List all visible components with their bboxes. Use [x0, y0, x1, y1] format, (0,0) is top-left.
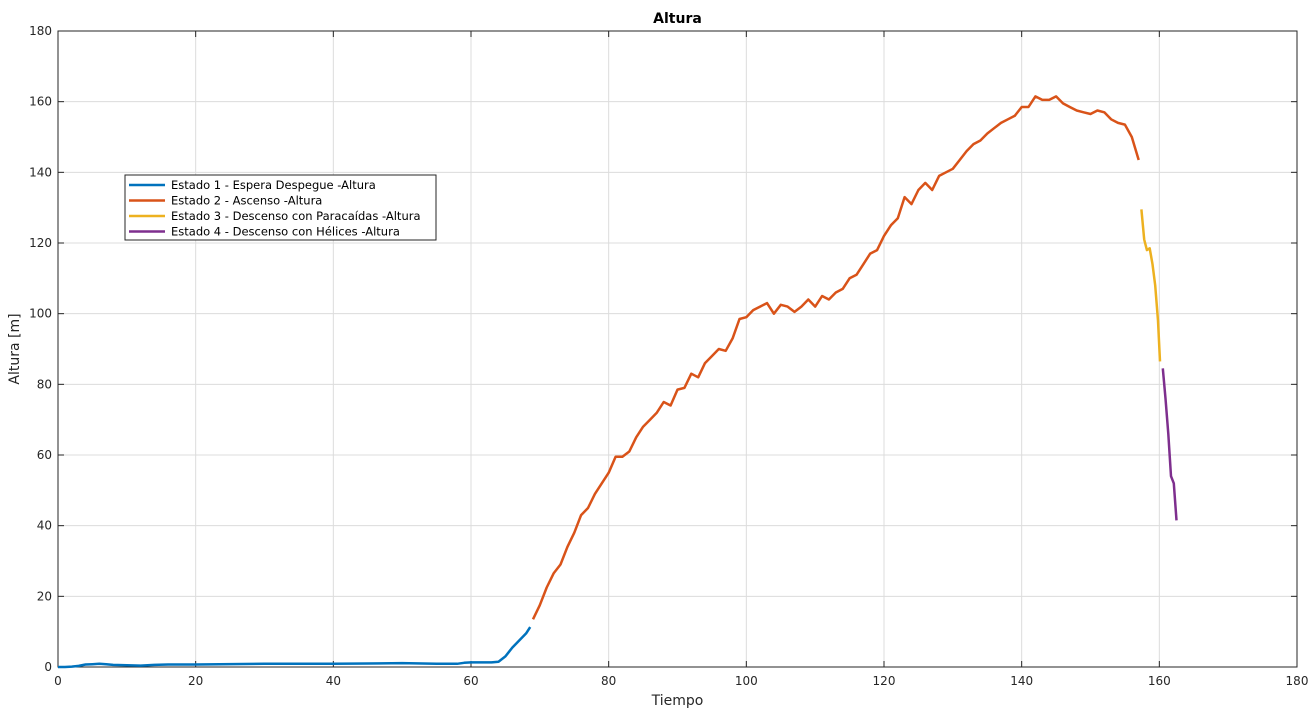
x-tick-label: 160 — [1148, 674, 1171, 688]
x-tick-label: 120 — [873, 674, 896, 688]
y-tick-label: 40 — [37, 519, 52, 533]
legend-label-estado-3: Estado 3 - Descenso con Paracaídas -Altu… — [171, 209, 421, 223]
y-tick-label: 20 — [37, 589, 52, 603]
data-series — [58, 95, 1178, 669]
x-axis-title: Tiempo — [651, 693, 704, 709]
series-line-estado-1 — [58, 626, 532, 669]
y-tick-label: 80 — [37, 377, 52, 391]
y-tick-label: 60 — [37, 448, 52, 462]
y-tick-label: 160 — [29, 95, 52, 109]
x-tick-label: 180 — [1286, 674, 1309, 688]
x-tick-label: 0 — [54, 674, 62, 688]
series-line-estado-2 — [531, 95, 1140, 620]
plot-area-frame — [57, 30, 1298, 668]
series-line-estado-4 — [1161, 368, 1178, 521]
y-tick-label: 140 — [29, 165, 52, 179]
legend-label-estado-1: Estado 1 - Espera Despegue -Altura — [171, 178, 376, 192]
axis-ticks: 0 20 40 60 80 100 120 140 160 180 0 20 40 60 80 100 120 1… — [29, 24, 1308, 688]
y-tick-label: 0 — [44, 660, 52, 674]
y-tick-label: 180 — [29, 24, 52, 38]
legend-label-estado-4: Estado 4 - Descenso con Hélices -Altura — [171, 225, 400, 239]
legend-label-estado-2: Estado 2 - Ascenso -Altura — [171, 194, 322, 208]
legend-box — [124, 174, 437, 241]
x-tick-label: 140 — [1010, 674, 1033, 688]
series-line-estado-3 — [1140, 209, 1162, 362]
y-axis-title: Altura [m] — [7, 313, 23, 384]
y-tick-label: 120 — [29, 236, 52, 250]
x-tick-label: 40 — [326, 674, 341, 688]
x-tick-label: 80 — [601, 674, 616, 688]
x-tick-label: 100 — [735, 674, 758, 688]
x-tick-label: 20 — [188, 674, 203, 688]
y-tick-label: 100 — [29, 307, 52, 321]
chart-title: Altura — [653, 11, 702, 27]
x-tick-label: 60 — [463, 674, 478, 688]
legend: Estado 1 - Espera Despegue -Altura Estado… — [124, 174, 437, 241]
